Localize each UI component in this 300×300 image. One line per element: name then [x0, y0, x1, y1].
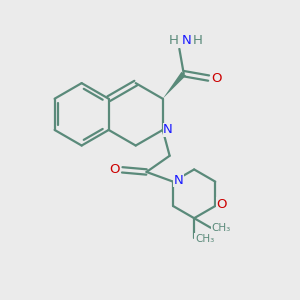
- Text: CH₃: CH₃: [212, 223, 231, 233]
- Text: H: H: [193, 34, 203, 47]
- Polygon shape: [163, 72, 186, 99]
- Text: O: O: [212, 72, 222, 85]
- Text: H: H: [169, 34, 179, 47]
- Text: N: N: [182, 34, 192, 47]
- Text: CH₃: CH₃: [195, 234, 214, 244]
- Text: N: N: [173, 174, 183, 187]
- Text: N: N: [163, 123, 173, 136]
- Text: O: O: [217, 198, 227, 211]
- Text: O: O: [109, 163, 120, 176]
